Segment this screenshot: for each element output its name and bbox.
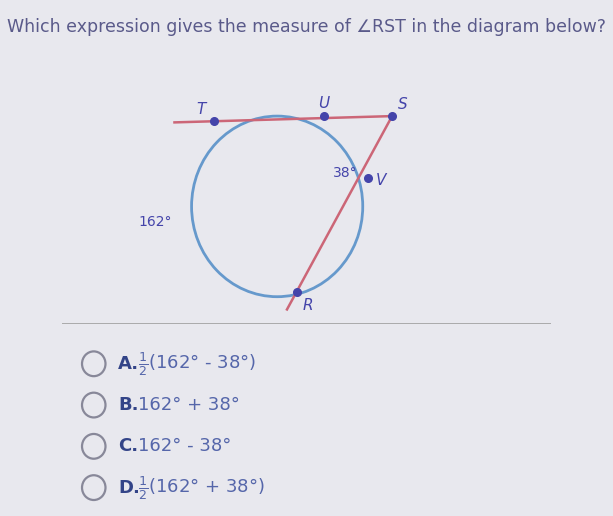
Text: D.: D. <box>118 479 140 496</box>
Text: $\frac{1}{2}$(162° - 38°): $\frac{1}{2}$(162° - 38°) <box>138 350 256 378</box>
Text: 162° + 38°: 162° + 38° <box>138 396 240 414</box>
Text: A.: A. <box>118 355 139 373</box>
Text: U: U <box>318 95 329 111</box>
Text: Which expression gives the measure of ∠​RST in the diagram below?: Which expression gives the measure of ∠​… <box>7 18 606 36</box>
Text: C.: C. <box>118 438 139 455</box>
Text: $\frac{1}{2}$(162° + 38°): $\frac{1}{2}$(162° + 38°) <box>138 474 264 502</box>
Text: 162° - 38°: 162° - 38° <box>138 438 231 455</box>
Text: V: V <box>376 173 386 188</box>
Text: 38°: 38° <box>333 166 358 180</box>
Text: B.: B. <box>118 396 139 414</box>
Text: T: T <box>197 102 206 118</box>
Text: 162°: 162° <box>138 215 172 229</box>
Text: R: R <box>302 298 313 314</box>
Text: S: S <box>398 97 408 112</box>
